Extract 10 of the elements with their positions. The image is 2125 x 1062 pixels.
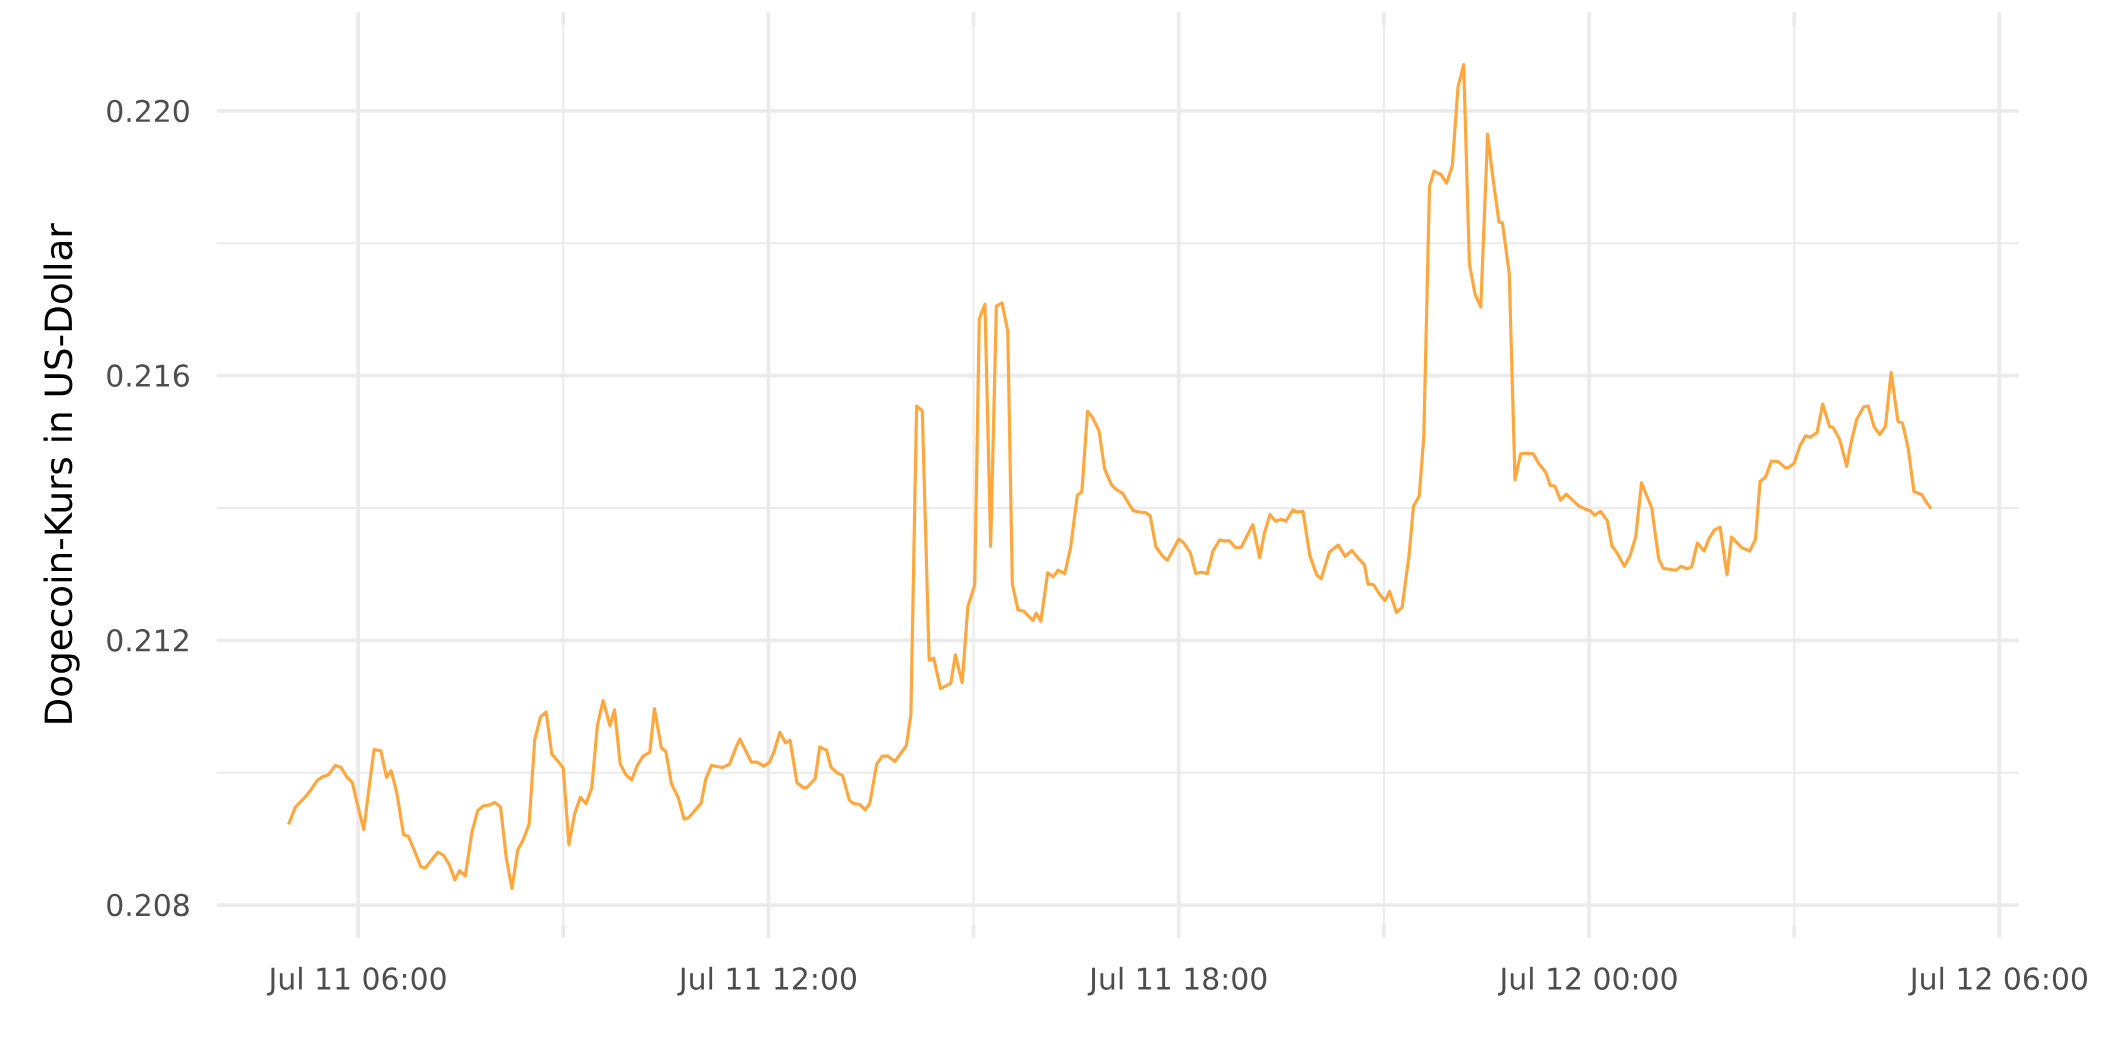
x-tick-label: Jul 12 00:00 (1497, 966, 1677, 996)
y-tick-label: 0.212 (107, 629, 188, 652)
x-tick-label: Jul 12 06:00 (1908, 966, 2087, 996)
y-tick-label: 0.208 (107, 893, 189, 917)
y-tick-label: 0.220 (107, 99, 189, 123)
x-tick-label: Jul 11 18:00 (1087, 966, 1267, 996)
x-tick-label: Jul 11 06:00 (266, 966, 446, 996)
x-tick-label: Jul 11 12:00 (677, 966, 856, 996)
y-tick-label: 0.216 (107, 364, 189, 387)
y-axis-title: Dogecoin-Kurs in US-Dollar (43, 223, 80, 723)
